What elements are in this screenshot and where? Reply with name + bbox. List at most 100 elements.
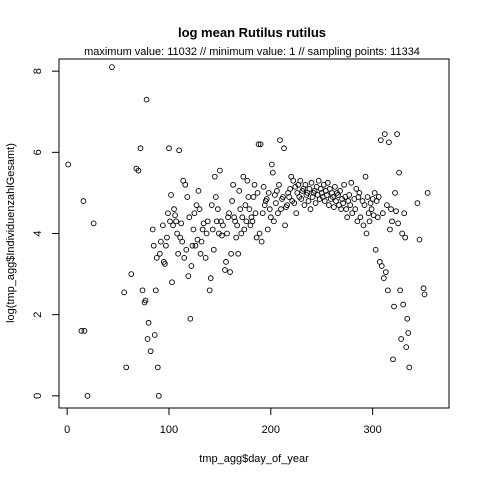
data-point — [185, 273, 192, 279]
data-point — [287, 186, 293, 192]
data-point — [386, 139, 392, 146]
data-point — [309, 194, 316, 200]
data-point — [364, 194, 371, 200]
data-point — [346, 192, 353, 198]
data-point — [230, 181, 236, 188]
data-point — [402, 234, 409, 241]
data-point — [396, 169, 402, 176]
data-point — [235, 250, 242, 257]
data-point — [233, 234, 240, 241]
data-point — [405, 330, 412, 336]
plot-frame — [58, 58, 450, 409]
data-point — [256, 230, 263, 237]
data-point — [245, 194, 252, 200]
data-point — [212, 194, 219, 200]
x-tick-label: 300 — [363, 424, 381, 436]
data-point — [226, 210, 232, 217]
data-point — [186, 214, 193, 221]
data-point — [149, 226, 156, 233]
data-point — [385, 287, 391, 294]
data-point — [137, 145, 144, 152]
data-point — [202, 254, 209, 261]
data-point — [229, 198, 235, 204]
data-point — [398, 336, 404, 342]
data-point — [268, 161, 275, 168]
data-point — [210, 246, 217, 253]
data-point — [179, 238, 186, 245]
data-point — [121, 289, 128, 296]
data-point — [203, 230, 210, 237]
data-point — [220, 222, 226, 229]
data-point — [199, 226, 206, 233]
data-point — [252, 210, 259, 217]
data-point — [293, 210, 300, 217]
x-tick-label: 100 — [160, 424, 178, 436]
data-point — [224, 230, 230, 237]
data-point — [267, 214, 274, 221]
data-point — [391, 303, 397, 310]
data-point — [321, 198, 328, 204]
data-point — [371, 190, 378, 196]
data-point — [276, 181, 282, 188]
data-point — [421, 291, 428, 298]
data-point — [251, 181, 258, 188]
data-point — [128, 271, 135, 277]
data-point — [169, 279, 175, 286]
data-point — [365, 210, 372, 217]
data-point — [162, 261, 168, 267]
data-point — [139, 287, 146, 294]
data-point — [109, 64, 115, 70]
data-point — [331, 204, 337, 210]
data-point — [254, 190, 261, 196]
data-point — [156, 250, 163, 257]
data-point — [324, 179, 331, 186]
data-point — [277, 137, 283, 144]
data-point — [397, 287, 403, 294]
y-tick-label: 8 — [32, 68, 44, 74]
data-point — [344, 214, 351, 221]
data-point — [266, 206, 273, 213]
data-point — [269, 169, 276, 176]
data-point — [240, 173, 247, 180]
data-point — [302, 181, 309, 188]
data-point — [198, 238, 205, 245]
data-point — [274, 188, 280, 194]
data-point — [297, 177, 304, 184]
data-point — [152, 287, 159, 294]
data-point — [155, 392, 162, 399]
y-tick-label: 0 — [32, 393, 44, 399]
data-point — [348, 179, 355, 186]
data-point — [171, 206, 177, 213]
data-point — [244, 177, 251, 184]
data-point — [395, 220, 401, 227]
data-point — [142, 297, 149, 304]
data-point — [207, 275, 214, 281]
data-point — [157, 238, 164, 245]
y-tick-label: 2 — [32, 312, 44, 318]
data-point — [343, 206, 350, 213]
data-point — [178, 220, 185, 227]
x-tick-label: 0 — [64, 424, 70, 436]
data-point — [264, 226, 271, 233]
data-point — [239, 214, 246, 221]
data-point — [164, 234, 170, 241]
data-point — [248, 214, 255, 221]
data-point — [340, 200, 346, 206]
data-point — [167, 218, 173, 225]
data-point — [176, 147, 183, 154]
data-point — [243, 218, 250, 225]
data-point — [265, 190, 272, 196]
data-point — [420, 285, 427, 292]
data-point — [356, 190, 363, 196]
data-point — [404, 315, 411, 322]
data-point — [223, 259, 229, 265]
data-point — [332, 183, 338, 190]
data-point — [354, 218, 361, 225]
x-tick-label: 200 — [262, 424, 280, 436]
data-point — [249, 218, 256, 225]
data-point — [305, 198, 312, 204]
data-point — [341, 181, 347, 188]
data-point — [271, 218, 277, 225]
data-point — [259, 210, 266, 217]
data-point — [263, 196, 270, 202]
